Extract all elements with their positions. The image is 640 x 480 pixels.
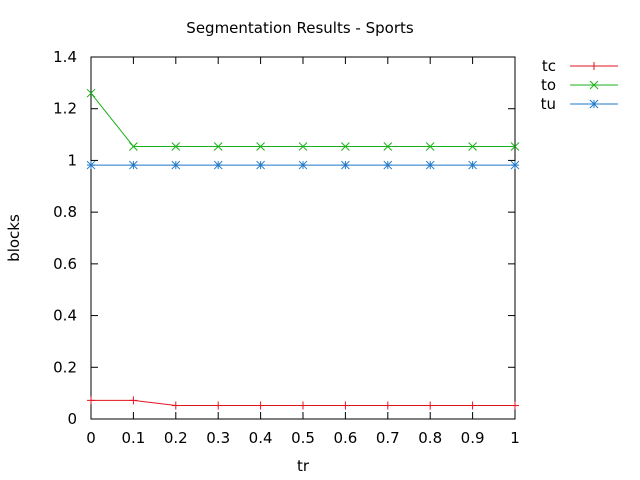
data-point-to bbox=[383, 142, 393, 151]
x-tick-label: 0.5 bbox=[291, 429, 315, 447]
data-point-to bbox=[213, 142, 223, 151]
data-point-to bbox=[510, 142, 520, 151]
y-tick-label: 0.6 bbox=[53, 255, 77, 273]
data-point-tc bbox=[426, 401, 435, 410]
data-point-tu bbox=[298, 160, 308, 170]
x-tick-label: 1 bbox=[510, 429, 520, 447]
data-point-tu bbox=[213, 160, 223, 170]
series-to bbox=[86, 88, 520, 151]
data-point-tc bbox=[87, 396, 95, 405]
y-tick-label: 1 bbox=[67, 151, 77, 169]
y-tick-label: 0.8 bbox=[53, 203, 77, 221]
legend-label-tc: tc bbox=[542, 57, 556, 75]
ticks-layer: 0 0.2 0.4 0.6 0.8 1 1.2 1.4 0 0.1 0.2 0.3 0.4 0.5 0.6 0… bbox=[53, 48, 520, 447]
data-point-tu bbox=[86, 160, 96, 170]
data-point-to bbox=[171, 142, 181, 151]
legend-label-tu: tu bbox=[541, 95, 556, 113]
data-point-to bbox=[298, 142, 308, 151]
y-tick-label: 1.2 bbox=[53, 100, 77, 118]
y-axis-label: blocks bbox=[5, 214, 23, 262]
data-point-tc bbox=[341, 401, 350, 410]
plot-frame bbox=[90, 56, 516, 420]
data-point-tu bbox=[341, 160, 350, 170]
data-point-tu bbox=[256, 160, 265, 170]
x-tick-label: 0.1 bbox=[121, 429, 145, 447]
data-point-to bbox=[129, 142, 138, 151]
data-point-to bbox=[341, 142, 350, 151]
data-point-tu bbox=[383, 160, 393, 170]
data-point-tu bbox=[510, 160, 520, 170]
data-point-tu bbox=[468, 160, 477, 170]
data-point-tc bbox=[511, 401, 519, 410]
x-tick-label: 0.8 bbox=[418, 429, 442, 447]
series-layer bbox=[86, 88, 520, 410]
data-point-to bbox=[425, 142, 435, 151]
x-tick-label: 0.9 bbox=[461, 429, 485, 447]
y-tick-label: 0.4 bbox=[53, 307, 77, 325]
x-tick-label: 0.6 bbox=[333, 429, 357, 447]
x-tick-label: 0.3 bbox=[206, 429, 230, 447]
legend-label-to: to bbox=[541, 76, 556, 94]
data-point-tc bbox=[214, 401, 223, 410]
legend-marker-tu bbox=[589, 99, 599, 109]
data-point-to bbox=[86, 88, 96, 98]
data-point-tu bbox=[171, 160, 181, 170]
data-point-tc bbox=[171, 401, 180, 410]
legend-marker-tc bbox=[590, 62, 598, 70]
y-tick-label: 0 bbox=[67, 410, 77, 428]
data-point-tc bbox=[129, 396, 138, 405]
data-point-to bbox=[256, 142, 265, 151]
data-point-tc bbox=[299, 401, 307, 410]
data-point-tu bbox=[129, 160, 138, 170]
legend-marker-to bbox=[589, 80, 599, 90]
data-point-tu bbox=[425, 160, 435, 170]
series-line-to bbox=[90, 92, 515, 147]
y-tick-label: 0.2 bbox=[53, 358, 77, 376]
x-tick-label: 0.2 bbox=[164, 429, 188, 447]
series-tc bbox=[87, 396, 519, 410]
x-tick-label: 0.7 bbox=[376, 429, 400, 447]
y-tick-label: 1.4 bbox=[53, 48, 77, 66]
x-tick-label: 0 bbox=[86, 429, 96, 447]
data-point-to bbox=[468, 142, 477, 151]
data-point-tc bbox=[383, 401, 392, 410]
chart-title: Segmentation Results - Sports bbox=[186, 19, 414, 37]
x-axis-label: tr bbox=[297, 457, 310, 475]
data-point-tc bbox=[256, 401, 265, 410]
x-tick-label: 0.4 bbox=[249, 429, 273, 447]
series-tu bbox=[86, 160, 520, 170]
data-point-tc bbox=[468, 401, 477, 410]
